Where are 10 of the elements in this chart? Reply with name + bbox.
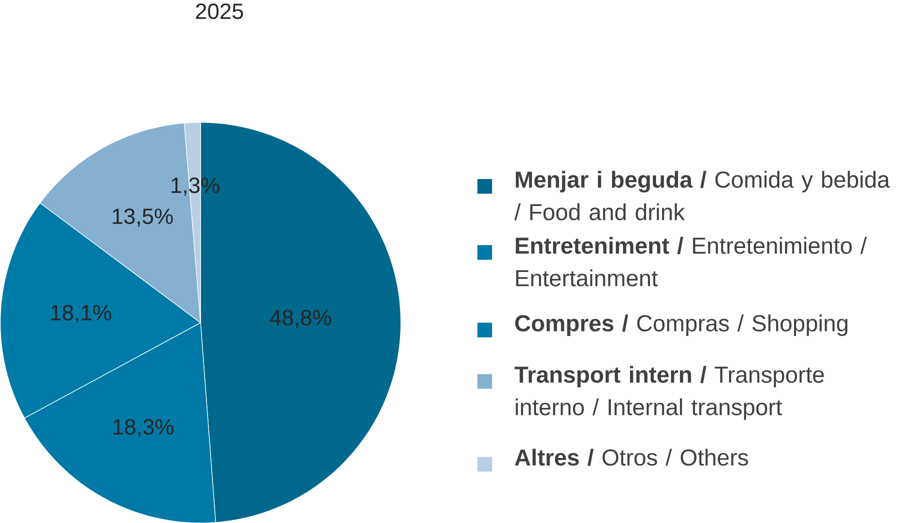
category-label: Menjar i beguda / Comida y bebida / Food and drink — [514, 170, 890, 220]
data-label: 18,1% — [51, 304, 112, 323]
data-label: 13,5% — [112, 208, 173, 227]
chart-title: 2025 — [196, 3, 243, 19]
legend-label: Compres / Compras / Shopping — [515, 314, 848, 336]
legend-label: Altres / Otros / Others — [514, 448, 748, 466]
legend-label: Transport intern / Transporte interno / Internal transport — [514, 366, 824, 420]
category-label: Entreteniment / Entretenimiento / Entertainment — [516, 236, 867, 286]
data-label: 48,8% — [270, 310, 332, 328]
data-label: 18,3% — [113, 418, 174, 438]
